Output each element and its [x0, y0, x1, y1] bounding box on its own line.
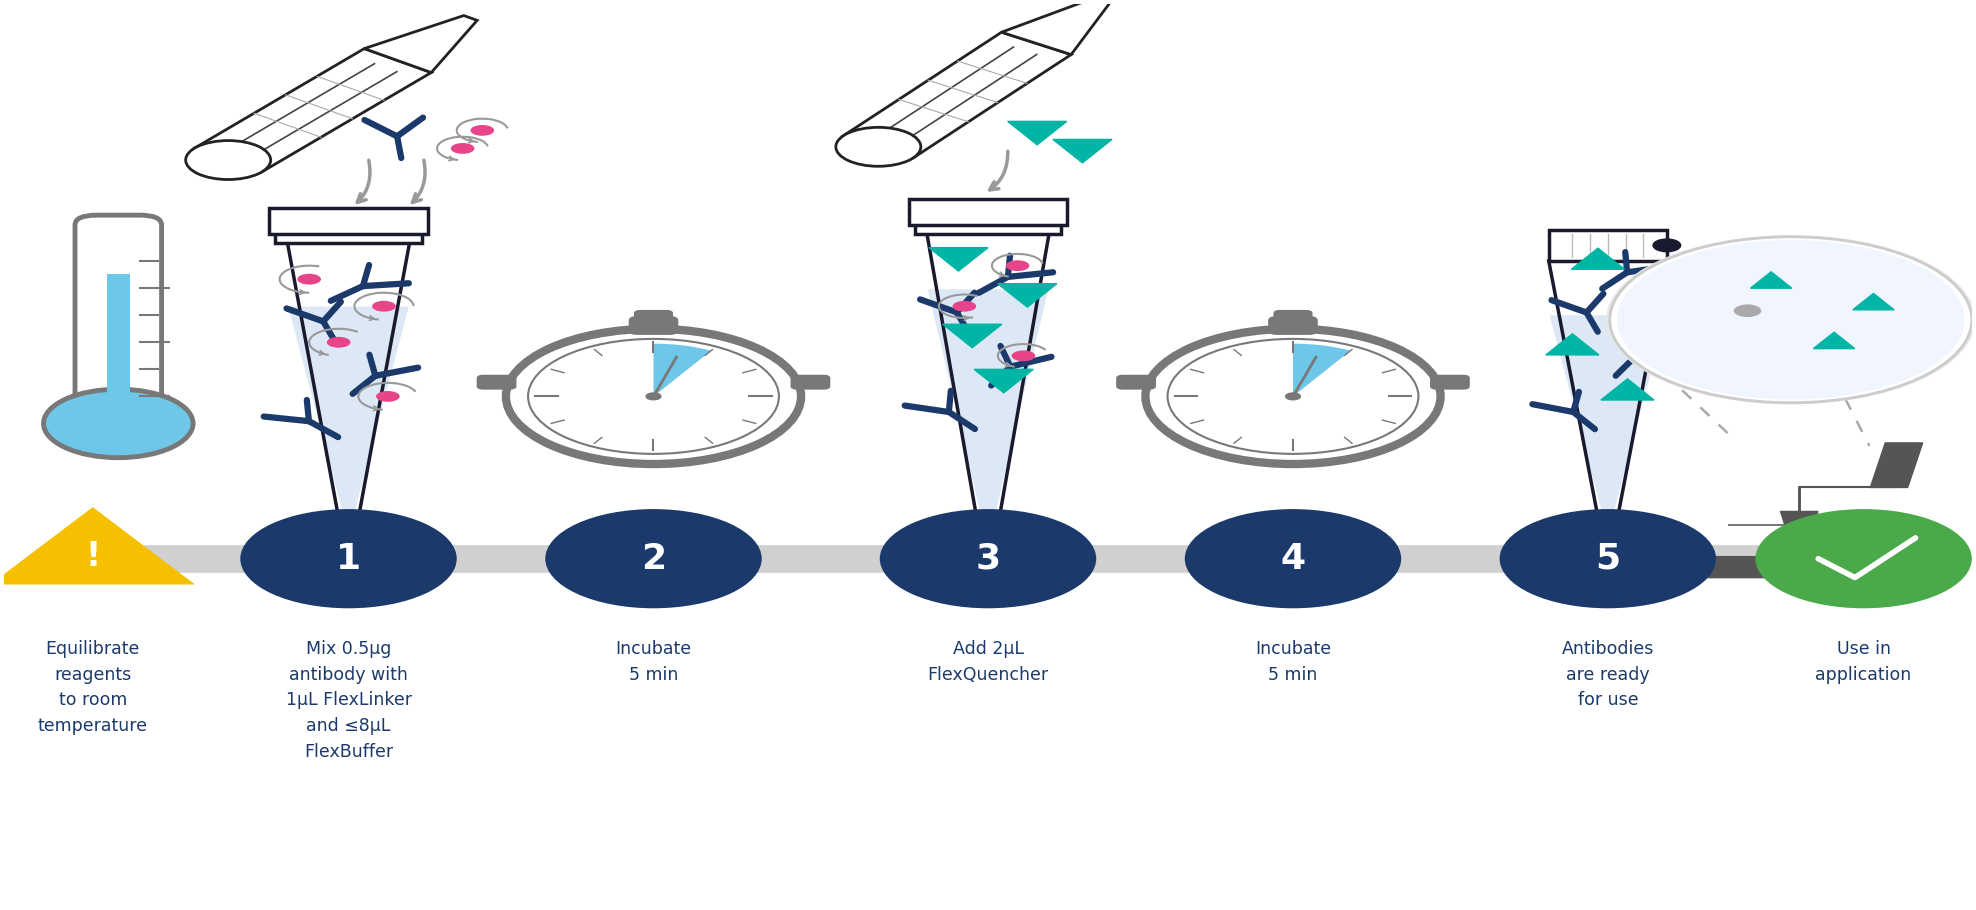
Circle shape [451, 143, 474, 154]
Polygon shape [1601, 379, 1654, 400]
Polygon shape [0, 507, 196, 584]
FancyBboxPatch shape [275, 211, 421, 243]
Polygon shape [1008, 121, 1067, 145]
Polygon shape [196, 48, 431, 172]
Polygon shape [1751, 272, 1792, 288]
Polygon shape [1549, 315, 1666, 521]
Circle shape [1606, 235, 1976, 404]
Circle shape [1616, 240, 1964, 399]
Circle shape [879, 509, 1097, 608]
Polygon shape [929, 289, 1047, 530]
Text: Equilibrate
reagents
to room
temperature: Equilibrate reagents to room temperature [38, 640, 148, 735]
Circle shape [1755, 509, 1972, 608]
Circle shape [528, 339, 779, 454]
FancyBboxPatch shape [1269, 317, 1318, 334]
Circle shape [1012, 350, 1035, 361]
Circle shape [1610, 237, 1972, 403]
Text: 4: 4 [1280, 541, 1306, 576]
Circle shape [1654, 239, 1682, 252]
Polygon shape [909, 199, 1067, 225]
Polygon shape [1871, 443, 1923, 488]
FancyBboxPatch shape [634, 310, 672, 323]
Polygon shape [1545, 334, 1599, 355]
Circle shape [1168, 339, 1419, 454]
Text: 1: 1 [336, 541, 362, 576]
Polygon shape [1624, 295, 1678, 316]
Text: !: ! [85, 540, 101, 573]
FancyBboxPatch shape [790, 376, 830, 389]
Text: Mix 0.5μg
antibody with
1μL FlexLinker
and ≤8μL
FlexBuffer: Mix 0.5μg antibody with 1μL FlexLinker a… [285, 640, 411, 761]
Circle shape [646, 393, 660, 399]
FancyBboxPatch shape [107, 274, 130, 403]
Polygon shape [1053, 139, 1112, 163]
Circle shape [43, 389, 194, 458]
Polygon shape [1571, 248, 1624, 269]
Circle shape [1500, 509, 1715, 608]
Circle shape [296, 274, 320, 285]
Polygon shape [364, 15, 476, 73]
Circle shape [545, 509, 761, 608]
Circle shape [836, 127, 921, 167]
Circle shape [1733, 305, 1761, 317]
Polygon shape [1002, 0, 1111, 55]
Text: Incubate
5 min: Incubate 5 min [1255, 640, 1332, 683]
Text: 5: 5 [1595, 541, 1620, 576]
Polygon shape [844, 32, 1071, 158]
FancyBboxPatch shape [1116, 376, 1156, 389]
FancyBboxPatch shape [630, 317, 678, 334]
Circle shape [1146, 329, 1441, 464]
Circle shape [375, 391, 399, 402]
Polygon shape [1853, 293, 1895, 309]
Circle shape [186, 140, 271, 179]
Text: Incubate
5 min: Incubate 5 min [615, 640, 692, 683]
Circle shape [470, 125, 494, 136]
Polygon shape [929, 248, 988, 271]
Circle shape [1186, 509, 1401, 608]
Circle shape [326, 337, 350, 348]
Text: Antibodies
are ready
for use: Antibodies are ready for use [1561, 640, 1654, 709]
FancyBboxPatch shape [915, 203, 1061, 234]
FancyBboxPatch shape [478, 376, 516, 389]
Circle shape [1286, 393, 1300, 399]
Polygon shape [1814, 332, 1855, 349]
Wedge shape [654, 344, 711, 397]
Text: Add 2μL
FlexQuencher: Add 2μL FlexQuencher [927, 640, 1049, 683]
Wedge shape [1292, 344, 1350, 397]
Circle shape [506, 329, 800, 464]
FancyBboxPatch shape [75, 215, 162, 433]
Text: Use in
application: Use in application [1816, 640, 1911, 683]
Polygon shape [974, 369, 1033, 393]
Circle shape [241, 509, 456, 608]
Polygon shape [288, 307, 409, 521]
FancyBboxPatch shape [1695, 557, 1925, 578]
Circle shape [1006, 260, 1029, 271]
Text: 3: 3 [976, 541, 1000, 576]
Text: 2: 2 [640, 541, 666, 576]
Circle shape [952, 301, 976, 311]
FancyBboxPatch shape [1549, 229, 1668, 261]
Polygon shape [269, 208, 429, 234]
FancyBboxPatch shape [1431, 376, 1468, 389]
Polygon shape [943, 324, 1002, 348]
FancyBboxPatch shape [1275, 310, 1312, 323]
Polygon shape [998, 284, 1057, 308]
Circle shape [371, 301, 395, 311]
Polygon shape [1780, 511, 1818, 535]
